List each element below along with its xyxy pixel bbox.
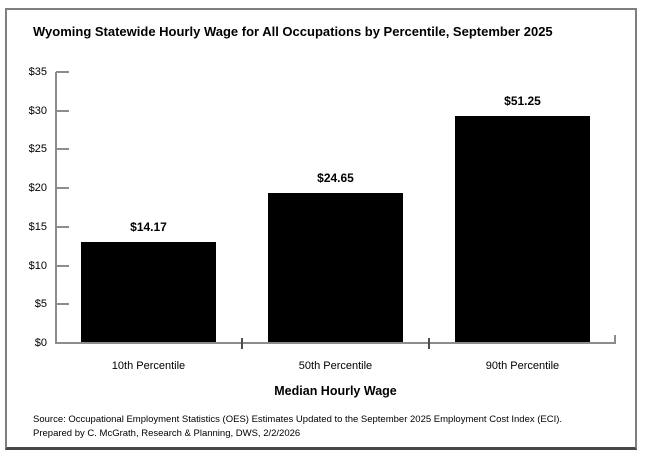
y-axis-tick-label: $30 [28, 104, 47, 117]
bar-value-label: $51.25 [504, 94, 541, 108]
source-line-1: Source: Occupational Employment Statisti… [33, 414, 563, 425]
category-label: 10th Percentile [111, 360, 186, 372]
x-axis-tick [241, 338, 243, 349]
y-axis-tick-label: $10 [28, 259, 47, 272]
x-axis-line [55, 342, 616, 344]
bar-10th-percentile [81, 242, 216, 342]
category-label: 90th Percentile [485, 360, 560, 372]
y-axis-tick [56, 148, 69, 151]
y-axis-tick-label: $35 [28, 66, 47, 78]
x-axis-end-tick [614, 335, 616, 343]
y-axis-tick-label: $15 [28, 220, 47, 233]
chart-frame: Wyoming Statewide Hourly Wage for All Oc… [5, 8, 637, 450]
y-axis-tick-label: $20 [28, 182, 47, 195]
bar-50th-percentile [268, 193, 403, 342]
y-axis-tick [56, 303, 69, 306]
chart-title: Wyoming Statewide Hourly Wage for All Oc… [33, 24, 553, 39]
y-axis-line [55, 72, 57, 343]
plot-area: Median Hourly Wage $0 $5 $10 $15 $20 $25 $30 $3… [29, 66, 616, 398]
y-axis-tick-label: $5 [34, 298, 47, 311]
source-note: Source: Occupational Employment Statisti… [33, 413, 562, 440]
y-axis-tick [56, 225, 69, 228]
category-label: 50th Percentile [298, 360, 373, 372]
x-axis-tick [428, 338, 430, 349]
y-axis-tick [56, 187, 69, 190]
bar-value-label: $14.17 [130, 220, 167, 234]
y-axis-tick [56, 71, 69, 73]
y-axis-tick-label: $0 [34, 337, 47, 349]
y-axis-tick [56, 109, 69, 112]
y-axis-tick-label: $25 [28, 143, 47, 156]
x-axis-title: Median Hourly Wage [274, 384, 397, 398]
bar-value-label: $24.65 [317, 171, 354, 185]
source-line-2: Prepared by C. McGrath, Research & Plann… [33, 427, 301, 439]
bar-90th-percentile [455, 116, 590, 342]
y-axis-tick [56, 264, 69, 267]
